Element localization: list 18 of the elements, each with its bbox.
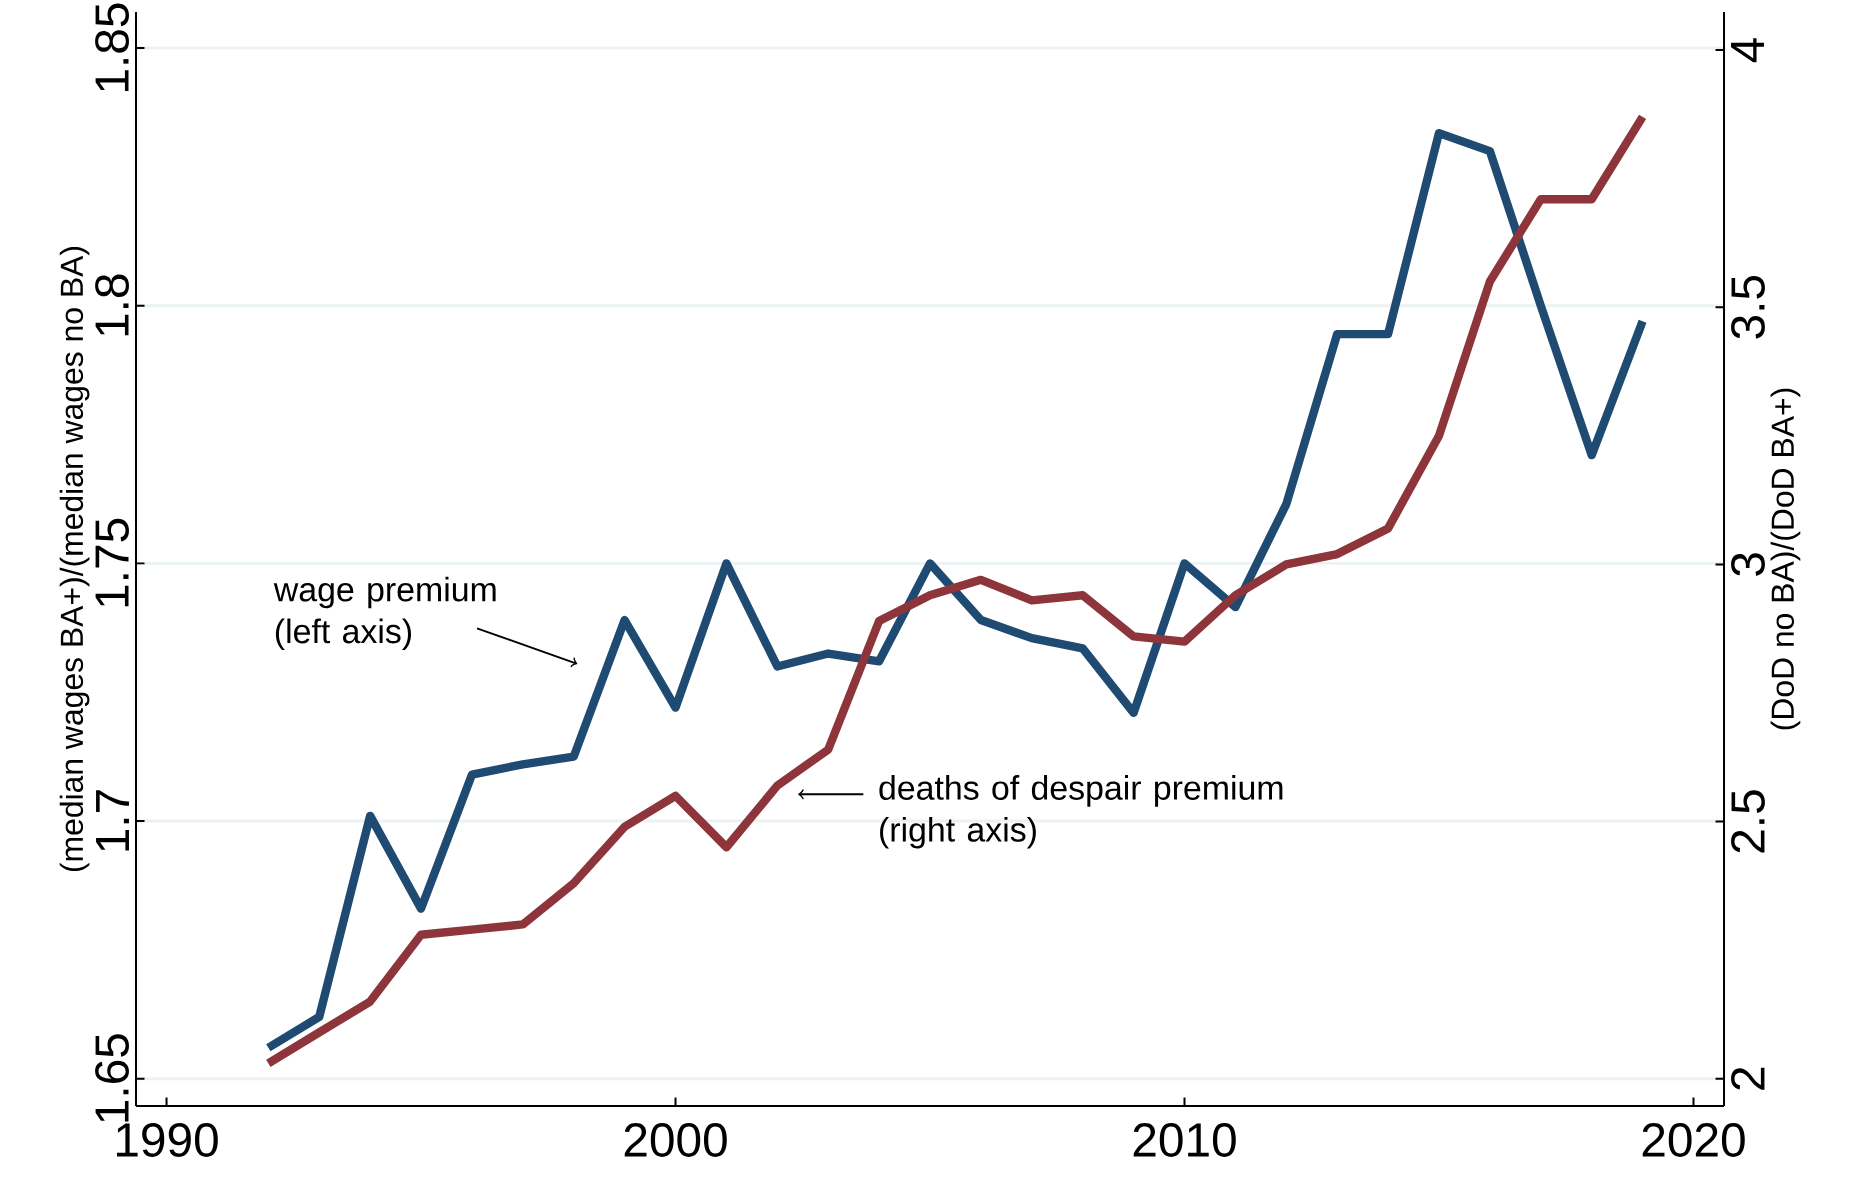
y2-tick-label: 4 bbox=[1731, 38, 1764, 63]
y-tick-label: 1.8 bbox=[95, 274, 129, 336]
annotation: deaths of despair premium (right axis) bbox=[879, 775, 1283, 849]
y-axis-title: (median wages BA+)/(median wages no BA) bbox=[59, 247, 90, 872]
x-tick-label: 2020 bbox=[1642, 1123, 1745, 1157]
y2-tick-label: 3 bbox=[1731, 553, 1765, 576]
y-tick-label: 1.7 bbox=[96, 790, 129, 851]
y2-axis-title: (DoD no BA)/(DoD BA+) bbox=[1770, 388, 1801, 730]
y-tick-label: 1.85 bbox=[95, 3, 129, 91]
annotation: wage premium (left axis) bbox=[273, 576, 496, 651]
x-tick-label: 2000 bbox=[624, 1123, 727, 1157]
y-tick-label: 1.65 bbox=[95, 1034, 129, 1122]
y2-tick-label: 3.5 bbox=[1731, 275, 1765, 339]
x-tick-label: 1990 bbox=[117, 1123, 218, 1157]
y-tick-label: 1.75 bbox=[95, 518, 129, 607]
y2-tick-label: 2.5 bbox=[1731, 790, 1765, 853]
x-tick-label: 2010 bbox=[1133, 1123, 1236, 1157]
y2-tick-label: 2 bbox=[1731, 1067, 1765, 1090]
